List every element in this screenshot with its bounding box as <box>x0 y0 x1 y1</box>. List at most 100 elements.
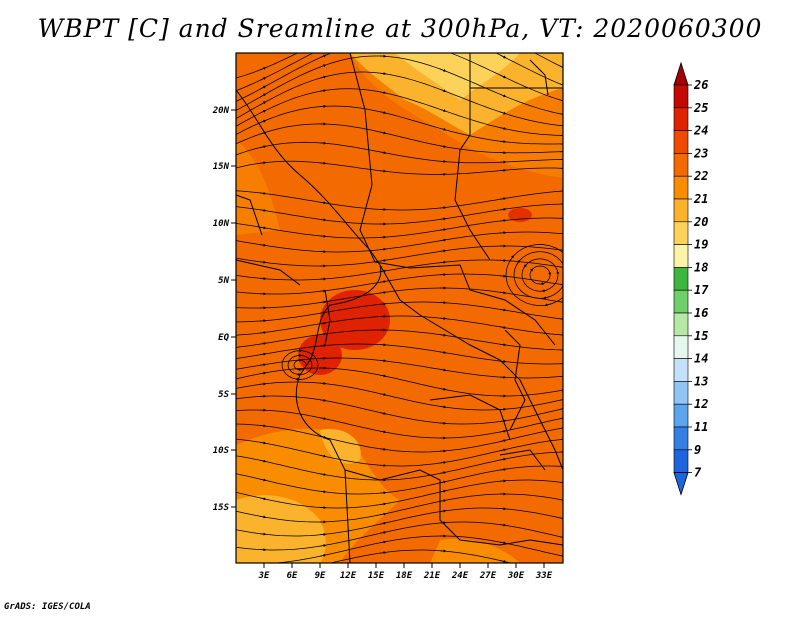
streamline-arrow <box>319 532 327 536</box>
streamline-arrow <box>259 441 267 445</box>
streamline-arrow <box>259 532 267 536</box>
lon-tick-label: 15E <box>368 571 385 581</box>
streamline-arrow <box>379 447 387 451</box>
colorbar-label: 9 <box>694 443 701 457</box>
colorbar-label: 11 <box>694 420 708 434</box>
streamline-arrow <box>320 39 325 42</box>
colorbar-label: 22 <box>693 169 708 183</box>
streamline-arrow <box>379 131 387 135</box>
lat-tick-label: 20N <box>212 106 230 116</box>
streamline-arrow <box>439 217 447 221</box>
streamline-arrow <box>499 219 507 223</box>
streamline-arrow <box>379 111 387 115</box>
streamline-arrow <box>379 72 387 76</box>
streamline-arrow <box>320 47 325 49</box>
streamline-arrow <box>499 207 507 211</box>
streamline <box>236 53 563 92</box>
streamline-arrow <box>439 88 447 93</box>
streamline-arrow <box>499 197 507 201</box>
streamline-arrow <box>319 289 327 293</box>
streamline-arrow <box>439 350 447 354</box>
colorbar-label: 13 <box>694 374 708 388</box>
streamline-arrow <box>319 54 327 59</box>
lat-tick-label: 15N <box>213 162 230 172</box>
lon-tick-label: 9E <box>315 571 326 581</box>
streamline <box>236 160 563 175</box>
streamline-arrow <box>259 145 267 149</box>
colorbar-label: 14 <box>694 352 708 366</box>
streamline <box>236 451 563 481</box>
streamline <box>236 301 563 323</box>
streamline-arrow <box>499 93 507 98</box>
colorbar-label: 17 <box>694 283 709 297</box>
streamline-arrow <box>499 541 507 545</box>
streamline-arrow <box>319 201 327 205</box>
streamline-arrow <box>379 512 387 516</box>
colorbar-label: 26 <box>693 78 708 92</box>
streamline-arrow <box>499 343 507 347</box>
streamline <box>236 315 563 336</box>
streamline-arrow <box>439 206 447 210</box>
streamline-arrow <box>541 289 547 293</box>
streamline-arrow <box>499 74 507 79</box>
streamline-arrow <box>259 352 267 356</box>
streamline-arrow <box>439 387 447 391</box>
colorbar-label: 18 <box>694 260 708 274</box>
streamline-arrow <box>259 161 267 165</box>
colorbar-swatch <box>673 175 689 200</box>
colorbar-top-arrow <box>673 61 689 86</box>
streamline <box>236 53 563 102</box>
streamline-arrow <box>259 191 267 195</box>
streamline-arrow <box>379 169 387 173</box>
streamline <box>236 438 563 467</box>
streamline-arrow <box>319 544 327 548</box>
streamline <box>329 549 513 563</box>
streamline-arrow <box>499 325 507 329</box>
streamline-arrow <box>379 551 387 555</box>
colorbar-swatch <box>673 267 689 291</box>
streamline-arrow <box>499 457 507 461</box>
streamline-arrow <box>319 161 327 165</box>
streamlines <box>236 16 563 565</box>
boundaries <box>236 53 563 563</box>
streamline <box>513 251 563 299</box>
colorbar-label: 16 <box>694 306 708 320</box>
lon-tick-label: 33E <box>535 571 553 581</box>
streamline <box>236 381 563 411</box>
streamline <box>236 409 563 439</box>
streamline <box>236 141 563 164</box>
streamline <box>236 55 563 115</box>
streamline-arrow <box>544 303 553 307</box>
streamline-arrow <box>259 243 267 247</box>
streamline-arrow <box>259 497 267 501</box>
streamline-arrow <box>379 411 387 415</box>
streamline-arrow <box>439 260 447 264</box>
streamline-arrow <box>319 490 327 494</box>
cool-patch-mid <box>320 429 361 464</box>
streamline-arrow <box>319 321 327 325</box>
streamline-arrow <box>380 16 385 17</box>
streamline-arrow <box>379 151 387 155</box>
streamline-arrow <box>379 521 387 525</box>
streamline-arrow <box>319 75 327 79</box>
cooler-core-south <box>236 495 326 563</box>
lon-tick-label: 3E <box>258 571 270 581</box>
streamline-arrow <box>439 238 447 242</box>
streamline-arrow <box>320 564 325 565</box>
colorbar-swatch <box>673 449 689 473</box>
streamline-arrow <box>259 208 267 212</box>
streamline-arrow <box>439 471 447 475</box>
streamline <box>236 343 563 365</box>
streamline <box>236 53 563 79</box>
colorbar-swatch <box>673 84 689 109</box>
streamline-arrow <box>379 259 387 262</box>
colorbar-bottom-arrow <box>673 472 689 496</box>
streamline-arrow <box>379 91 387 95</box>
streamline-arrow <box>259 119 267 124</box>
streamline-arrow <box>259 382 267 386</box>
streamline-arrow <box>516 259 521 265</box>
longitude-axis: 3E 6E 9E 12E 15E 18E 21E 24E 27E 30E 33E <box>258 563 553 581</box>
streamline <box>236 521 563 551</box>
streamline-arrow <box>439 509 447 513</box>
streamline-arrow <box>379 374 387 378</box>
